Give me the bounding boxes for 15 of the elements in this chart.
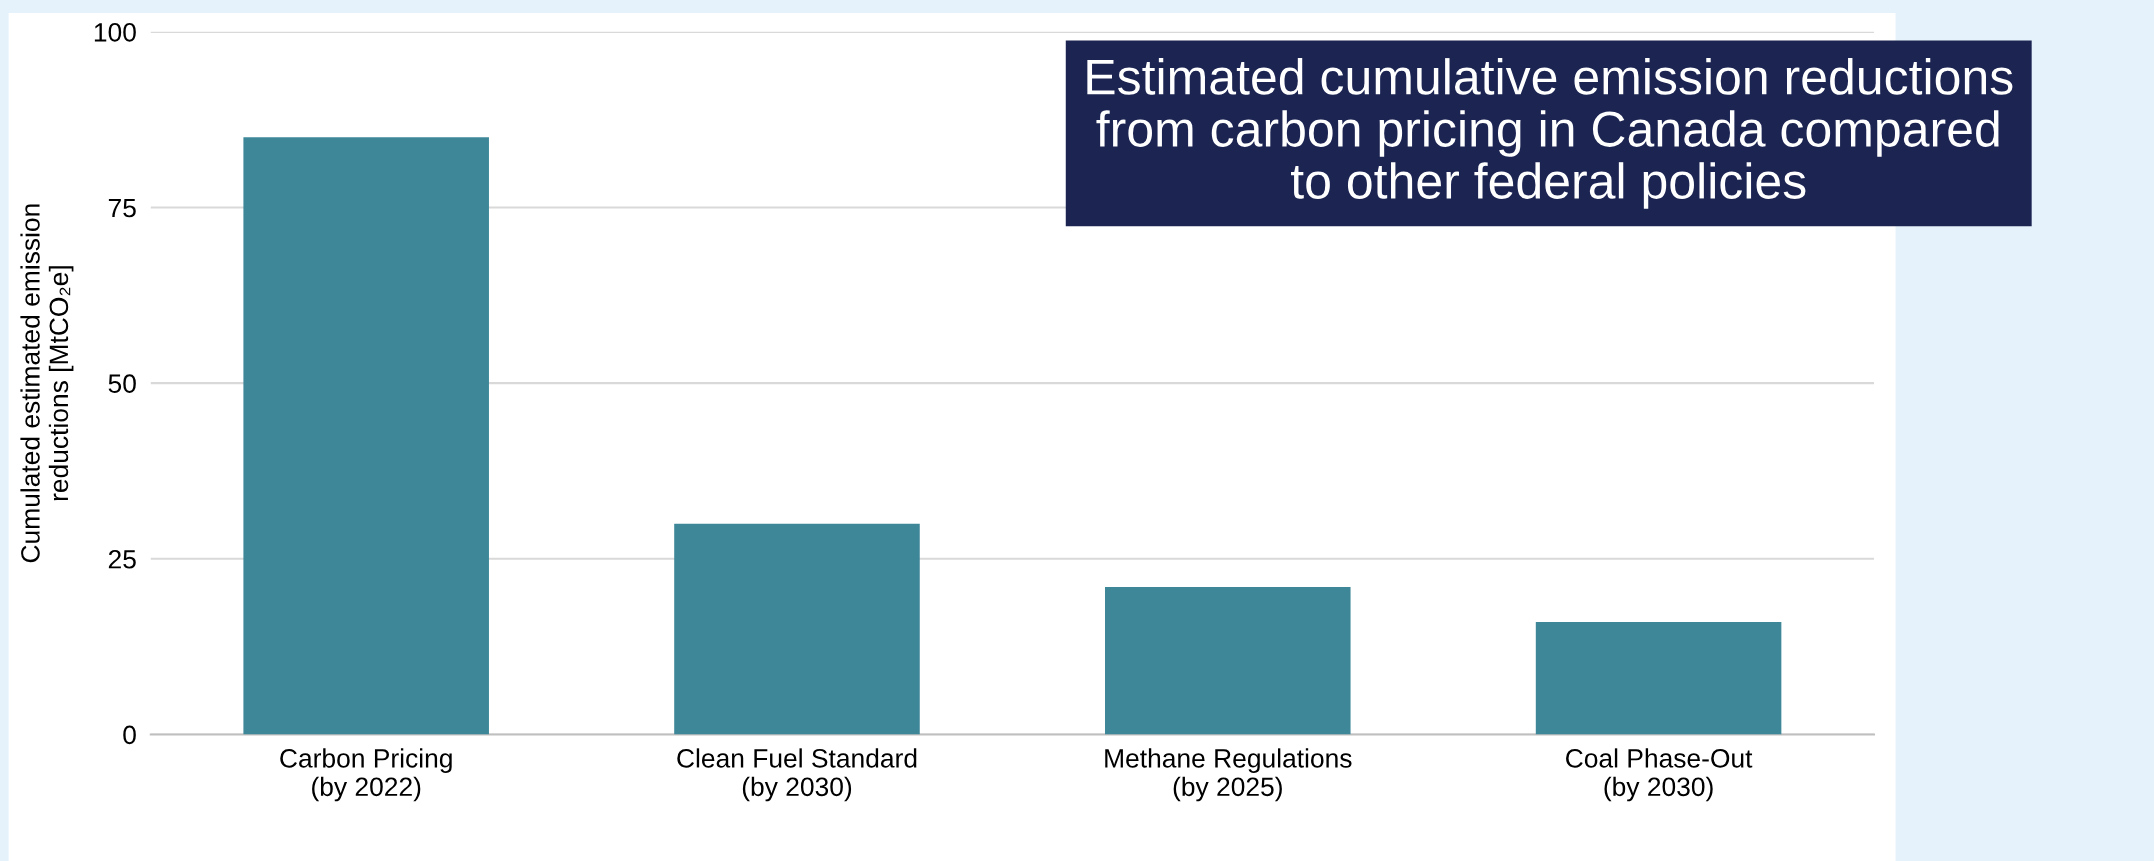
bar (674, 523, 920, 735)
y-tick-label: 50 (108, 374, 136, 393)
y-tick-label: 75 (108, 198, 136, 218)
y-tick-label: 100 (94, 22, 136, 42)
x-tick-label: Methane Regulations (by 2025) (1105, 748, 1352, 802)
x-tick-label: Carbon Pricing (by 2022) (280, 748, 452, 802)
bar (1535, 622, 1782, 735)
x-tick-label: Coal Phase-Out (by 2030) (1566, 748, 1753, 802)
x-tick-label: Clean Fuel Standard (by 2030) (677, 748, 917, 802)
y-tick-label: 25 (108, 549, 136, 569)
y-tick-label: 0 (123, 725, 136, 745)
y-axis-title: Cumulated estimated emission reductions [MtCO₂e] (20, 204, 74, 563)
text: Estimated cumulative emission reductions from carbon pricing in Canada compared to other federal policies (1087, 58, 2013, 209)
bar (1105, 586, 1351, 735)
bar (243, 137, 489, 735)
